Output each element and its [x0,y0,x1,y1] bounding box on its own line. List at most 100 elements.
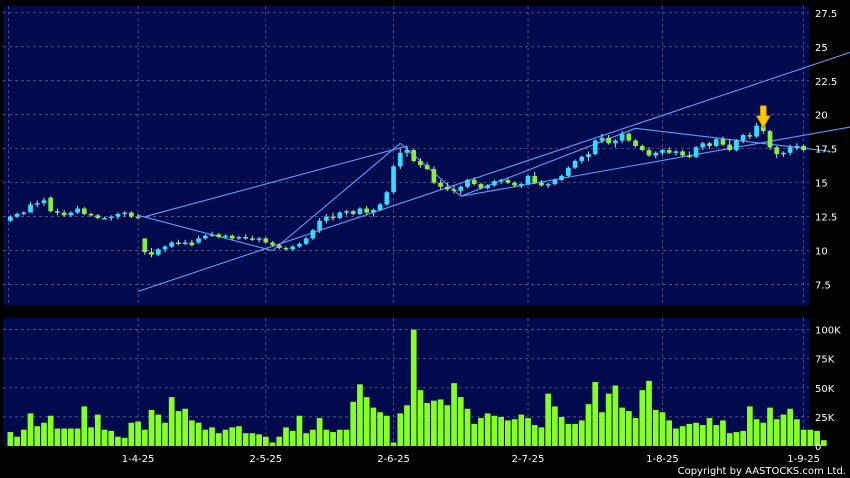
volume-bar [262,436,269,446]
candle-body [344,211,349,213]
volume-bar [417,390,424,446]
volume-bar [720,420,726,446]
volume-bar [202,429,209,446]
candle-body [209,234,215,236]
candle [747,132,753,140]
candle-body [539,182,544,186]
candle-body [734,140,739,151]
volume-bar [148,409,155,446]
volume-bar [155,414,162,446]
volume-bar [256,434,262,446]
price-tick-label: 17.5 [815,145,837,156]
candle-body [545,184,551,186]
candle [720,136,726,146]
candle-body [633,140,638,146]
trendline [137,214,273,252]
candle-body [619,133,625,141]
volume-bar [767,407,773,446]
candle-body [142,238,148,252]
volume-bar [249,433,256,446]
candle [404,145,410,157]
volume-bar [7,432,14,446]
candle [34,200,40,208]
candle [364,205,370,216]
candle-body [498,179,504,182]
marker-arrow-icon [755,105,771,129]
candlestick-series [8,122,806,258]
candle [498,178,504,185]
candle [223,234,228,239]
candle [639,144,645,152]
candle [592,139,598,156]
copyright-text: Copyright by AASTOCKS.com Ltd. [677,466,846,477]
candle-body [303,238,309,244]
volume-bar [283,427,289,446]
candle-body [149,251,154,255]
candle [518,182,524,189]
volume-bar [101,429,108,446]
volume-bar [525,418,531,446]
candle [660,148,665,156]
volume-bar [760,422,767,446]
candle [653,151,659,159]
price-panel [3,6,809,305]
candle [149,247,154,258]
volume-bar [162,422,168,446]
candle-body [317,220,322,231]
candle [317,218,322,233]
candle [438,179,443,190]
candle-body [162,246,168,250]
candle [444,182,450,191]
volume-bar [471,423,478,446]
volume-bar [316,418,323,446]
candle [700,141,706,151]
volume-bar [753,419,760,446]
volume-bar [27,413,34,446]
candle [176,239,181,246]
candle [384,190,390,206]
volume-bar [175,411,182,446]
candle [727,139,733,152]
candle-body [505,179,511,183]
volume-bar [242,433,249,446]
candle [55,208,60,216]
candle [135,213,141,220]
price-tick-label: 15 [815,179,828,190]
volume-bar [437,399,444,446]
candle [196,235,201,244]
candle [794,143,800,151]
candle [565,166,571,178]
volume-bar [565,423,572,446]
price-tick-label: 27.5 [815,9,837,20]
candle-body [129,212,134,217]
volume-bar [222,429,229,446]
candle [666,147,672,155]
volume-bar [357,384,363,446]
volume-bar [457,397,464,446]
candle-body [68,212,74,216]
volume-bar [726,433,733,446]
volume-bar [195,422,202,446]
candle-body [478,184,484,189]
volume-bar [115,436,121,446]
volume-bar [54,428,61,446]
candle-body [693,147,699,157]
candle-body [371,209,376,213]
candle [95,213,101,220]
candle-body [794,145,800,148]
candle-body [34,203,40,205]
candle-body [8,216,13,221]
candle [297,242,302,248]
candle-body [613,140,618,144]
candle-body [75,208,80,213]
volume-bar [545,393,552,446]
volume-bar [47,415,54,446]
candle [599,133,605,144]
candle [801,144,806,152]
candle [391,165,396,194]
candle [424,162,430,171]
volume-bar [673,428,679,446]
candle-body [28,204,33,213]
candle-body [283,247,289,250]
candle [122,211,127,217]
